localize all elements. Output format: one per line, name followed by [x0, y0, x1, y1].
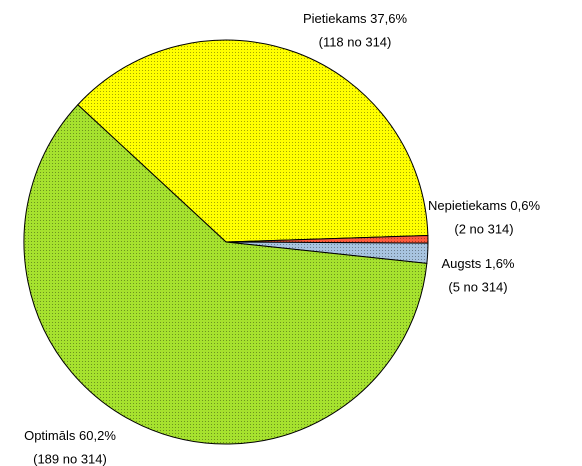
category-label: Augsts	[441, 256, 481, 271]
slice-label: Optimāls 60,2%	[24, 428, 116, 443]
count-label: (189 no 314)	[33, 451, 107, 466]
slice-label: Augsts 1,6%	[441, 256, 514, 271]
category-label: Nepietiekams	[428, 198, 507, 213]
value-label: 60,2%	[79, 428, 116, 443]
pie-slice	[23, 104, 428, 445]
count-label: (118 no 314)	[319, 34, 392, 49]
value-label: 37,6%	[370, 11, 407, 26]
category-label: Optimāls	[24, 428, 76, 443]
count-label: (2 no 314)	[454, 221, 513, 236]
value-label: 1,6%	[485, 256, 515, 271]
pie-slice	[77, 39, 429, 243]
slice-label: Nepietiekams 0,6%	[428, 198, 540, 213]
slice-label: Pietiekams 37,6%	[303, 11, 408, 26]
value-label: 0,6%	[510, 198, 540, 213]
category-label: Pietiekams	[303, 11, 367, 26]
count-label: (5 no 314)	[448, 279, 507, 294]
